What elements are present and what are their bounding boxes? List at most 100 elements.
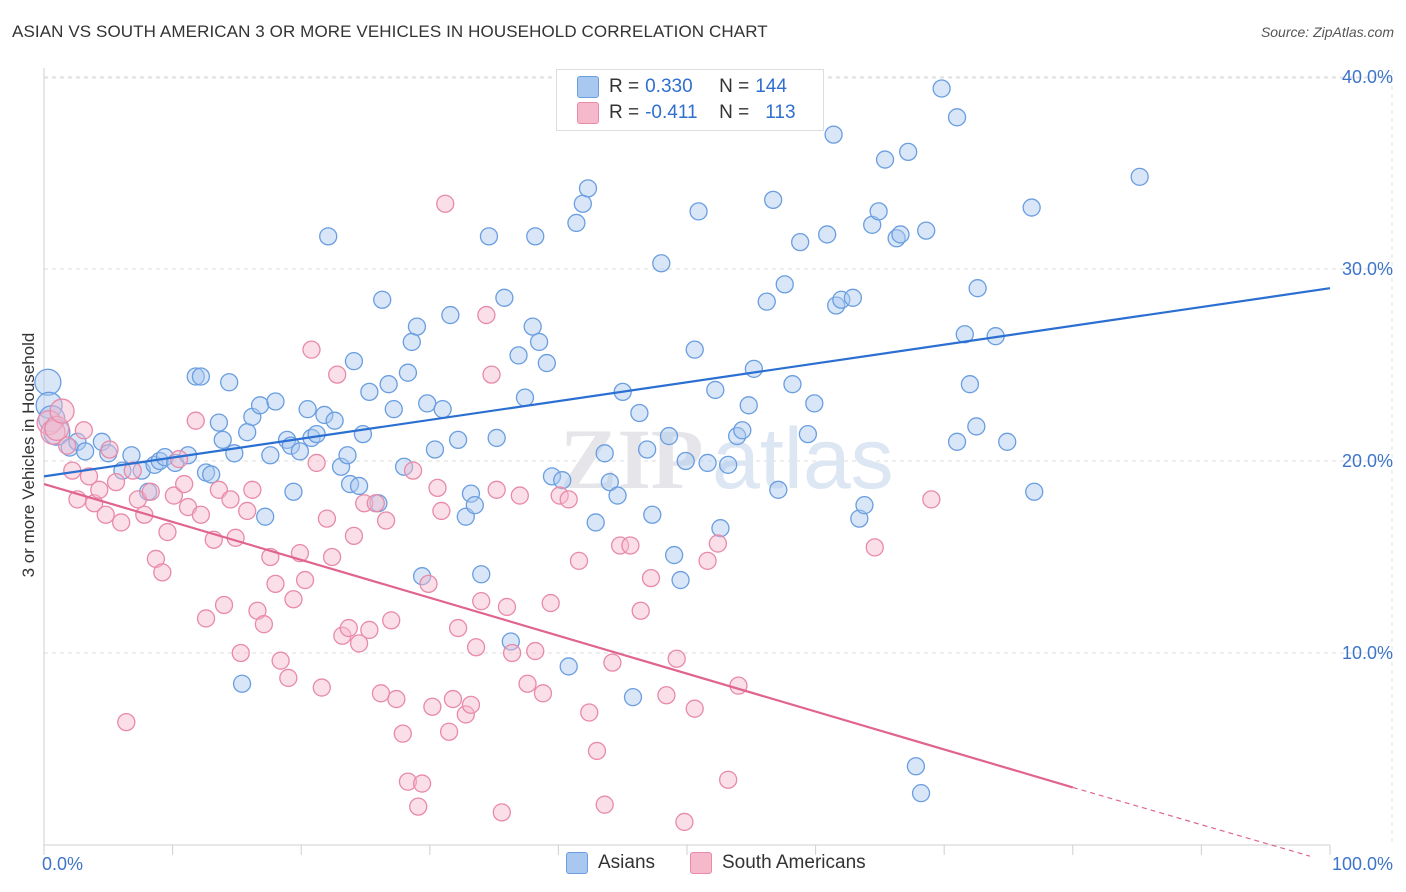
asians-point: [960, 375, 980, 394]
south-americans-point: [266, 574, 285, 594]
south-americans-point: [550, 486, 569, 505]
bottom-legend-south-americans: South Americans: [690, 852, 866, 874]
y-axis-label: 3 or more Vehicles in Household: [19, 333, 38, 578]
asians-point: [407, 317, 427, 336]
south-americans-point: [428, 478, 447, 498]
south-americans-point: [49, 398, 75, 424]
south-americans-point: [698, 551, 717, 570]
south-americans-point: [641, 568, 661, 588]
chart-title: ASIAN VS SOUTH AMERICAN 3 OR MORE VEHICL…: [12, 22, 768, 41]
south-americans-point: [79, 467, 99, 486]
asians-point: [384, 400, 403, 419]
asians-point: [402, 332, 421, 352]
asians-point: [394, 457, 414, 476]
bottom-legend-asians: Asians: [566, 852, 655, 874]
south-americans-point: [221, 490, 240, 509]
asians-point: [542, 467, 562, 486]
asians-point: [315, 405, 334, 425]
asians-point: [818, 225, 837, 244]
south-americans-point: [175, 474, 194, 494]
south-americans-point: [393, 724, 412, 743]
asians-point: [213, 430, 232, 450]
south-americans-point: [254, 615, 274, 634]
asians-point: [891, 225, 910, 244]
south-americans-point: [398, 772, 418, 791]
south-americans-point: [922, 490, 941, 509]
south-americans-point: [439, 722, 459, 741]
asians-point: [529, 332, 549, 352]
south-americans-point: [106, 472, 126, 492]
asians-point: [325, 411, 344, 430]
asians-point: [186, 367, 205, 386]
asians-point: [360, 382, 379, 402]
asians-point: [1022, 198, 1041, 217]
asians-point: [824, 125, 843, 144]
south-americans-point: [603, 653, 622, 672]
asians-point: [266, 392, 285, 411]
bottom-legend-swatch-south-americans: [690, 852, 712, 874]
legend: R = 0.330 N = 144 R = -0.411 N = 113: [556, 69, 824, 131]
asians-point: [630, 403, 649, 423]
legend-row-asians: R = 0.330 N = 144: [577, 75, 787, 99]
source-label: Source: ZipAtlas.com: [1260, 24, 1394, 40]
asians-point: [769, 480, 788, 499]
asians-point: [250, 396, 270, 415]
south-americans-point: [436, 194, 455, 213]
asians-point: [495, 288, 514, 307]
south-americans-point: [279, 668, 298, 688]
grid: [44, 70, 1393, 845]
asians-point: [586, 513, 605, 532]
asians-point: [623, 688, 643, 707]
south-americans-point: [492, 803, 511, 822]
south-americans-point: [610, 536, 630, 555]
south-americans-point: [295, 570, 315, 590]
asians-point: [850, 509, 869, 528]
bottom-legend-swatch-asians: [566, 852, 588, 874]
south-americans-point: [74, 421, 94, 440]
bottom-legend-label-asians: Asians: [598, 852, 656, 873]
legend-r-value: 0.330: [645, 76, 693, 97]
asians-point: [573, 194, 592, 213]
asians-point: [379, 375, 398, 394]
asians-point: [319, 227, 338, 246]
south-americans-point: [57, 436, 77, 455]
asians-point: [917, 221, 936, 240]
south-americans-point: [631, 601, 650, 620]
legend-n-label: N =: [719, 76, 750, 97]
asians-point: [664, 545, 684, 565]
asians-point: [398, 363, 418, 382]
asians-point: [832, 290, 851, 309]
south-americans-point: [44, 415, 70, 442]
south-americans-point: [40, 419, 66, 445]
asians-point: [261, 446, 280, 465]
south-americans-point: [387, 689, 406, 709]
asians-point: [526, 227, 545, 246]
asians-point: [744, 359, 764, 378]
south-americans-point: [461, 695, 481, 714]
legend-r-label: R =: [609, 102, 640, 123]
asians-point: [515, 388, 535, 407]
asians-point: [567, 213, 586, 233]
asians-point: [733, 421, 752, 440]
south-americans-point: [322, 547, 342, 567]
south-americans-point: [344, 526, 364, 546]
trend-lines: [43, 287, 1331, 857]
asians-point: [418, 394, 437, 413]
south-americans-point: [366, 494, 385, 513]
south-americans-trend-extension: [1072, 786, 1311, 857]
x-tick-label: 0.0%: [42, 854, 83, 874]
south-americans-point: [569, 551, 589, 570]
south-americans-point: [403, 461, 423, 480]
asians-point: [1130, 167, 1149, 186]
south-americans-point: [158, 522, 177, 542]
south-americans-point: [382, 611, 401, 630]
asians-point: [92, 432, 112, 451]
asians-point: [256, 507, 275, 526]
south-americans-point: [526, 641, 545, 661]
asians-point: [676, 451, 695, 471]
asians-point: [191, 367, 211, 386]
asians-point: [600, 472, 619, 492]
asians-point: [578, 179, 598, 198]
asians-point: [685, 340, 704, 359]
south-americans-point: [231, 643, 250, 663]
